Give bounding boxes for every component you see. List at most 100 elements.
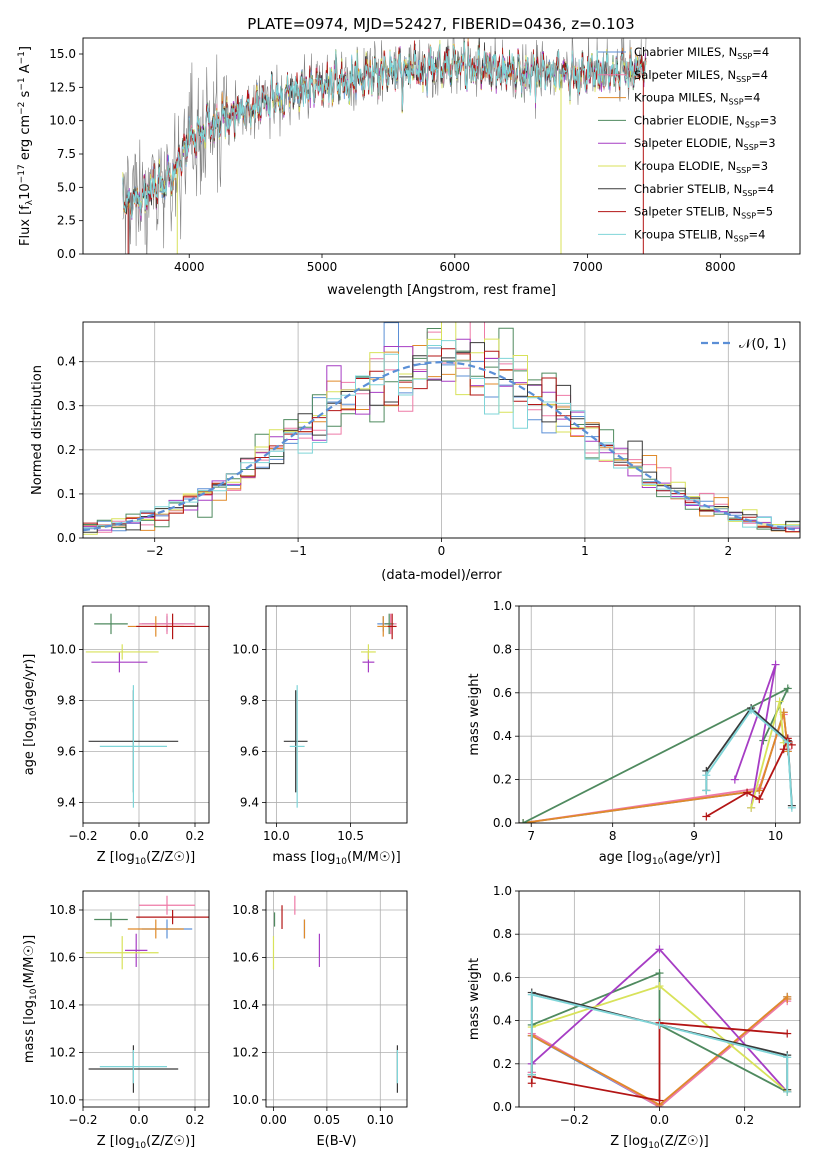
y-tick-label: 0.0 (57, 247, 76, 261)
data-point (125, 933, 148, 967)
y-tick-label: 1.0 (493, 884, 512, 898)
x-tick-label: 0.2 (735, 1113, 754, 1127)
y-tick-label: 0.1 (57, 487, 76, 501)
legend-subscript: SSP (734, 234, 749, 243)
x-axis-label-subscript: 10 (652, 857, 664, 867)
y-axis-label: mass weight (467, 673, 482, 755)
data-point (377, 616, 390, 637)
weight-marker (755, 795, 764, 804)
x-tick-label: 1 (581, 544, 589, 558)
y-axis-label: Normed distribution (30, 365, 45, 495)
y-tick-label: 0.0 (57, 531, 76, 545)
y-axis-label-subscript: 10 (29, 710, 39, 722)
x-axis-label: age [log10(age/yr)] (599, 850, 721, 867)
y-axis-label-rest: (M/M☉)] (22, 935, 37, 989)
data-point (91, 651, 148, 673)
weight-marker (783, 1053, 792, 1062)
y-tick-label: 0.0 (493, 816, 512, 830)
y-tick-label: 9.6 (57, 745, 76, 759)
weight-marker (519, 819, 528, 823)
plot-area-mass_vs_ebv (272, 895, 398, 1093)
x-tick-label: 0.0 (650, 1113, 669, 1127)
y-tick-label: 7.5 (57, 147, 76, 161)
weight-marker (655, 1096, 664, 1105)
x-axis-label: Z [log10(Z/Z☉)] (97, 850, 195, 867)
data-point (136, 613, 209, 640)
axes-frame (82, 37, 801, 255)
legend-subscript: SSP (736, 75, 751, 84)
weight-line-kroupa-miles (522, 712, 789, 823)
weight-marker (775, 697, 784, 706)
weight-marker (702, 812, 711, 821)
weight-marker (655, 1020, 664, 1029)
legend-count: =3 (759, 136, 776, 150)
plot-area-mass_vs_Z (85, 895, 209, 1093)
data-point (289, 685, 305, 808)
plot-area-weight_vs_age (519, 660, 796, 823)
legend-entry: Chabrier ELODIE, NSSP=3 (634, 113, 777, 129)
x-tick-label: −2 (146, 544, 164, 558)
y-tick-label: 10.8 (49, 903, 76, 917)
axes-frame (82, 605, 210, 824)
x-tick-label: 4000 (174, 260, 205, 274)
x-tick-label: 9 (690, 829, 698, 843)
y-tick-label: 0.6 (493, 970, 512, 984)
plot-area-age_vs_Z (85, 613, 209, 808)
weight-marker (527, 990, 536, 999)
legend-subscript: SSP (741, 212, 756, 221)
data-point (99, 685, 167, 808)
y-axis-label-rest: (age/yr)] (22, 654, 37, 711)
x-tick-label: 7000 (572, 260, 603, 274)
data-point (387, 613, 397, 640)
x-axis-label-subscript: 10 (135, 1141, 147, 1151)
weight-marker (783, 1029, 792, 1038)
legend-subscript: SSP (745, 120, 760, 129)
legend-entry: Kroupa ELODIE, NSSP=3 (634, 159, 768, 175)
x-tick-label: 0.2 (185, 829, 204, 843)
data-point (85, 936, 159, 970)
y-tick-label: 2.5 (57, 214, 76, 228)
legend-count: =4 (744, 91, 761, 105)
y-tick-label: 10.4 (49, 998, 76, 1012)
axes-frame (82, 890, 210, 1108)
x-axis-label: mass [log10(M/M☉)] (272, 850, 400, 867)
y-axis-label: age [log10(age/yr)] (22, 654, 39, 776)
legend-count: =4 (752, 45, 769, 59)
weight-marker (779, 745, 788, 754)
x-tick-label: 0.0 (129, 1113, 148, 1127)
x-axis-label-rest: (Z/Z☉)] (660, 1134, 709, 1149)
y-tick-label: 0.4 (57, 355, 76, 369)
plot-area-spectrum (122, 38, 647, 254)
weight-marker (783, 1087, 792, 1096)
axes-frame (265, 890, 408, 1108)
legend-entry: Kroupa STELIB, NSSP=4 (634, 227, 765, 243)
panel-residuals: −2 −1 0 1 2 0.0 0.1 0.2 0.3 0.4 (data-model)/error… (30, 321, 801, 583)
legend-count: =4 (757, 182, 774, 196)
x-tick-label: 0 (438, 544, 446, 558)
x-tick-label: 0.2 (185, 1113, 204, 1127)
x-tick-label: 0.00 (260, 1113, 287, 1127)
legend-subscript: SSP (737, 52, 752, 61)
x-tick-label: 10.5 (337, 829, 364, 843)
y-tick-label: 10.4 (232, 998, 259, 1012)
y-tick-label: 0.4 (493, 1014, 512, 1028)
x-tick-label: 6000 (440, 260, 471, 274)
y-tick-label: 5.0 (57, 180, 76, 194)
y-tick-label: 10.8 (232, 903, 259, 917)
weight-line-salpeter-stelib (705, 736, 793, 818)
y-tick-label: 9.8 (57, 693, 76, 707)
x-tick-label: 5000 (307, 260, 338, 274)
y-tick-label: 9.4 (240, 796, 259, 810)
legend-entry: Chabrier STELIB, NSSP=4 (634, 182, 774, 198)
axes-frame (82, 321, 801, 539)
panel-age_vs_Z: −0.2 0.0 0.2 9.4 9.6 9.8 10.0 Z [log10(Z/Z☉)] ag… (22, 605, 210, 867)
weight-marker (527, 1070, 536, 1079)
y-tick-label: 0.3 (57, 399, 76, 413)
data-point (360, 644, 376, 660)
legend-subscript: SSP (736, 166, 751, 175)
y-tick-label: 0.8 (493, 927, 512, 941)
y-tick-label: 0.2 (493, 1057, 512, 1071)
x-axis-label-rest: (M/M☉)] (347, 850, 401, 865)
gaussian-curve (83, 360, 800, 532)
legend-entry: Chabrier MILES, NSSP=4 (634, 45, 769, 61)
